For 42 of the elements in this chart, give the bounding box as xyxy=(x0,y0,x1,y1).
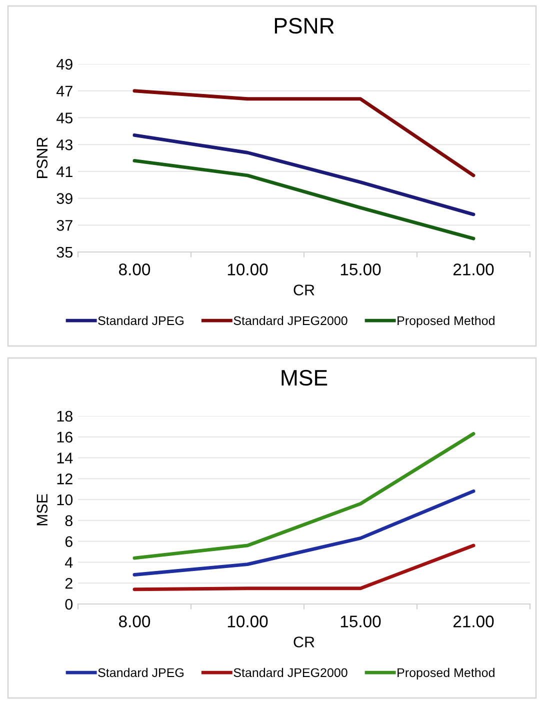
y-tick-label: 39 xyxy=(56,193,72,204)
legend-label: Proposed Method xyxy=(398,316,494,328)
y-tick-label: 37 xyxy=(56,220,72,231)
legend-label: Standard JPEG xyxy=(98,668,184,678)
x-axis-title: CR xyxy=(294,284,314,296)
y-tick-label: 10 xyxy=(57,494,73,506)
x-tick-label: 8.00 xyxy=(119,616,150,628)
x-tick-label: 15.00 xyxy=(340,264,381,276)
y-tick-label: 18 xyxy=(57,410,72,422)
x-tick-label: 10.00 xyxy=(228,616,268,628)
line-series xyxy=(132,432,476,560)
y-tick-label: 49 xyxy=(56,58,72,70)
legend-label: Standard JPEG xyxy=(98,316,184,326)
line-series xyxy=(132,133,476,216)
y-tick-label: 43 xyxy=(56,139,72,150)
y-tick-label: 2 xyxy=(65,578,72,589)
chart-title: MSE xyxy=(282,370,328,386)
chart-title: PSNR xyxy=(274,18,334,34)
y-tick-label: 35 xyxy=(56,246,72,258)
y-tick-label: 16 xyxy=(57,432,72,443)
y-tick-label: 4 xyxy=(64,557,73,568)
legend-label: Standard JPEG2000 xyxy=(234,668,348,678)
x-tick-label: 21.00 xyxy=(453,264,494,276)
y-tick-label: 0 xyxy=(65,598,73,610)
x-axis-title: CR xyxy=(294,636,314,648)
legend-label: Standard JPEG2000 xyxy=(234,316,348,326)
y-axis-title: MSE xyxy=(36,494,48,526)
legend-label: Proposed Method xyxy=(398,668,494,680)
line-series xyxy=(132,158,476,240)
y-tick-label: 6 xyxy=(65,536,72,548)
x-tick-label: 21.00 xyxy=(453,616,494,628)
y-tick-label: 41 xyxy=(56,166,72,177)
x-tick-label: 10.00 xyxy=(228,264,268,276)
x-tick-label: 15.00 xyxy=(340,616,381,628)
y-tick-label: 8 xyxy=(65,515,72,526)
y-tick-label: 45 xyxy=(56,112,72,124)
line-series xyxy=(132,489,476,576)
y-tick-label: 12 xyxy=(57,474,72,484)
y-axis-title: PSNR xyxy=(36,137,48,178)
y-tick-label: 14 xyxy=(57,452,73,464)
x-tick-label: 8.00 xyxy=(119,264,150,276)
y-tick-label: 47 xyxy=(56,86,72,96)
